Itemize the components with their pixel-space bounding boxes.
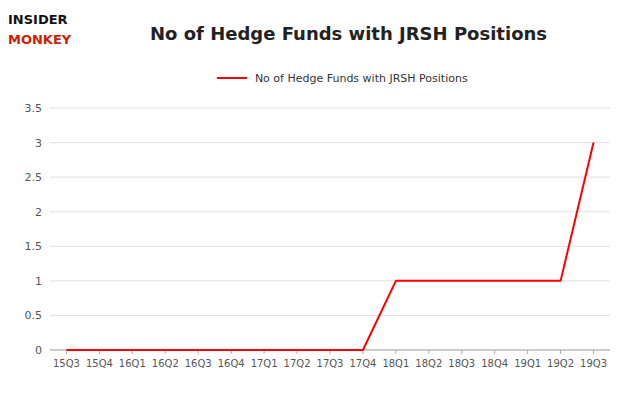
x-tick bbox=[527, 350, 528, 354]
grid-line bbox=[50, 246, 610, 247]
y-tick-label: 0 bbox=[35, 344, 42, 357]
grid-line bbox=[50, 315, 610, 316]
y-tick-label: 0.5 bbox=[25, 309, 43, 322]
grid-line bbox=[50, 108, 610, 109]
x-tick-label: 16Q1 bbox=[119, 358, 146, 369]
x-tick-label: 18Q2 bbox=[415, 358, 442, 369]
y-tick-label: 3 bbox=[35, 137, 42, 150]
x-tick-label: 15Q4 bbox=[86, 358, 113, 369]
x-tick-label: 17Q2 bbox=[284, 358, 311, 369]
legend-swatch bbox=[217, 77, 247, 79]
legend-label: No of Hedge Funds with JRSH Positions bbox=[255, 72, 468, 85]
grid-line bbox=[50, 142, 610, 143]
logo-text: INSIDER bbox=[8, 12, 68, 27]
x-tick-label: 19Q3 bbox=[580, 358, 607, 369]
x-tick-label: 16Q4 bbox=[218, 358, 245, 369]
title: No of Hedge Funds with JRSH Positions bbox=[150, 23, 547, 44]
x-tick-label: 18Q4 bbox=[481, 358, 508, 369]
x-axis: 15Q3 15Q4 16Q1 16Q2 16Q3 16Q4 17Q1 17Q2 17Q3 17Q4… bbox=[50, 350, 610, 369]
x-tick-label: 19Q2 bbox=[547, 358, 574, 369]
x-tick-label: 18Q3 bbox=[448, 358, 475, 369]
y-tick-label: 2 bbox=[35, 206, 42, 219]
y-tick-label: 2.5 bbox=[25, 171, 43, 184]
logo-text: MONKEY bbox=[8, 32, 72, 47]
line bbox=[66, 143, 593, 350]
grid-line bbox=[50, 211, 610, 212]
y-tick-label: 3.5 bbox=[25, 102, 43, 115]
x-tick bbox=[593, 350, 594, 354]
x-tick-label: 18Q1 bbox=[382, 358, 409, 369]
x-tick-label: 15Q3 bbox=[53, 358, 80, 369]
y-tick-label: 1 bbox=[35, 275, 42, 288]
x-tick bbox=[395, 350, 396, 354]
x-tick-label: 17Q4 bbox=[349, 358, 376, 369]
y-tick-label: 1.5 bbox=[25, 240, 43, 253]
x-tick-label: 16Q3 bbox=[185, 358, 212, 369]
legend: No of Hedge Funds with JRSH Positions bbox=[217, 72, 468, 85]
grid-line bbox=[50, 177, 610, 178]
x-tick bbox=[494, 350, 495, 354]
y-axis: 0 0.5 1 1.5 2 2.5 3 3.5 bbox=[25, 102, 611, 357]
x-tick-label: 17Q3 bbox=[317, 358, 344, 369]
x-tick-label: 19Q1 bbox=[514, 358, 541, 369]
x-tick bbox=[461, 350, 462, 354]
x-tick bbox=[428, 350, 429, 354]
x-tick bbox=[560, 350, 561, 354]
x-tick-label: 16Q2 bbox=[152, 358, 179, 369]
chart: INSIDER MONKEY No of Hedge Funds with JRSH… bbox=[0, 0, 625, 395]
x-tick-label: 17Q1 bbox=[251, 358, 278, 369]
plot-area bbox=[66, 143, 593, 350]
